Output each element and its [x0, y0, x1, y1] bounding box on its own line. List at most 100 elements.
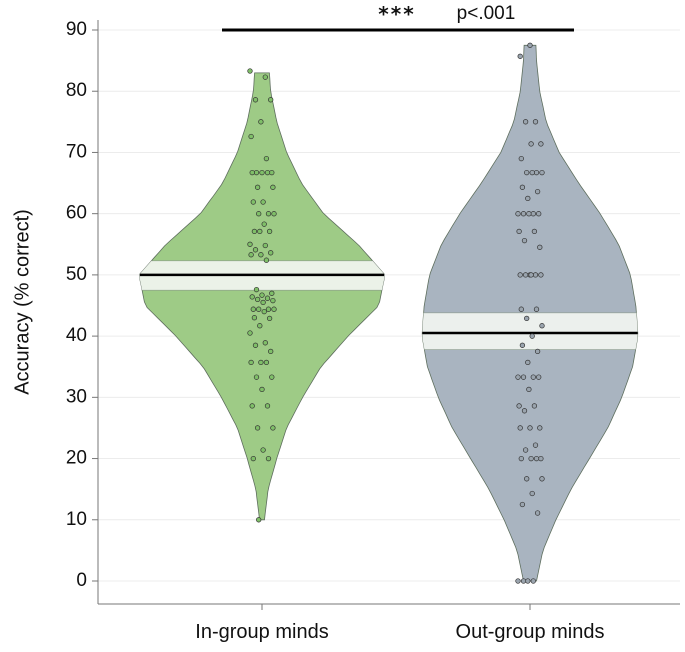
- data-point: [539, 476, 545, 482]
- y-tick-label: 10: [66, 509, 87, 530]
- data-point: [521, 408, 528, 414]
- data-point: [252, 97, 259, 103]
- data-point: [260, 299, 266, 306]
- data-point: [259, 292, 265, 298]
- data-point: [527, 42, 533, 48]
- data-point: [524, 476, 530, 482]
- data-point: [258, 119, 264, 125]
- data-point: [270, 425, 276, 431]
- data-point: [526, 211, 532, 217]
- data-point: [250, 199, 256, 205]
- data-point: [519, 342, 526, 348]
- data-point: [264, 403, 271, 409]
- data-point: [268, 250, 274, 256]
- data-point: [265, 306, 272, 312]
- data-point: [256, 517, 262, 523]
- data-point: [247, 68, 253, 74]
- data-point: [528, 141, 534, 147]
- x-category-label: In-group minds: [195, 621, 328, 643]
- data-point: [530, 578, 536, 584]
- data-point: [271, 306, 277, 312]
- data-point: [522, 119, 529, 125]
- data-point: [259, 386, 265, 393]
- data-point: [538, 141, 544, 147]
- data-point: [248, 359, 254, 366]
- data-point: [250, 455, 256, 462]
- data-point: [530, 374, 536, 380]
- data-point: [528, 455, 534, 462]
- data-point: [519, 501, 526, 508]
- axes: [97, 20, 680, 605]
- significance-stars: ***: [378, 2, 415, 26]
- data-point: [529, 169, 535, 176]
- y-tick-label: 40: [66, 325, 87, 346]
- data-point: [266, 228, 273, 235]
- data-point: [270, 184, 276, 190]
- data-point: [515, 374, 521, 380]
- data-point: [248, 252, 254, 258]
- data-point: [520, 374, 527, 380]
- data-point: [250, 306, 256, 312]
- data-point: [517, 425, 523, 431]
- data-point: [524, 169, 530, 176]
- data-point: [538, 455, 544, 462]
- y-ticks: 0 10 20 30 40 50 60 70 80 90: [66, 19, 98, 591]
- data-point: [533, 455, 540, 462]
- data-point: [519, 184, 526, 190]
- data-point: [264, 295, 271, 301]
- data-point: [527, 425, 533, 431]
- data-point: [269, 169, 275, 176]
- data-point: [538, 272, 544, 278]
- data-point: [518, 155, 524, 162]
- data-point: [533, 306, 540, 312]
- data-point: [247, 330, 253, 336]
- data-point: [522, 447, 529, 453]
- y-tick-label: 60: [66, 203, 87, 224]
- significance-annotation: *** p<.001: [222, 2, 574, 32]
- data-point: [257, 228, 263, 235]
- data-point: [254, 425, 261, 431]
- data-point: [522, 272, 529, 278]
- data-point: [263, 155, 270, 162]
- data-point: [518, 455, 524, 462]
- data-point: [524, 315, 530, 322]
- data-point: [536, 374, 542, 380]
- data-point: [259, 169, 265, 176]
- confidence-band: [422, 312, 638, 350]
- data-point: [263, 359, 270, 366]
- data-point: [516, 228, 522, 235]
- data-point: [532, 272, 539, 278]
- data-point: [262, 242, 268, 249]
- data-point: [534, 348, 541, 355]
- x-category-label: Out-group minds: [456, 621, 605, 643]
- data-point: [525, 195, 531, 202]
- data-point: [247, 241, 253, 247]
- data-point: [528, 272, 534, 278]
- data-point: [268, 348, 274, 355]
- data-point: [517, 53, 523, 59]
- data-point: [263, 257, 270, 263]
- data-point: [531, 403, 538, 409]
- data-point: [269, 374, 275, 380]
- y-axis-title: Accuracy (% correct): [11, 209, 33, 395]
- data-point: [251, 315, 258, 321]
- data-point: [526, 386, 532, 393]
- data-point: [258, 252, 264, 258]
- y-tick-label: 70: [66, 141, 87, 162]
- data-point: [253, 374, 260, 380]
- data-point: [266, 315, 273, 322]
- data-point: [529, 333, 535, 339]
- data-point: [531, 228, 538, 235]
- data-point: [520, 211, 527, 217]
- data-point: [536, 211, 542, 217]
- data-point: [539, 323, 545, 329]
- y-tick-label: 20: [66, 448, 87, 469]
- x-categories: In-group minds Out-group minds: [195, 604, 604, 643]
- data-point: [257, 323, 263, 329]
- y-tick-label: 80: [66, 80, 87, 101]
- data-point: [251, 228, 258, 235]
- data-point: [521, 237, 528, 244]
- data-point: [248, 133, 254, 140]
- data-point: [529, 490, 535, 497]
